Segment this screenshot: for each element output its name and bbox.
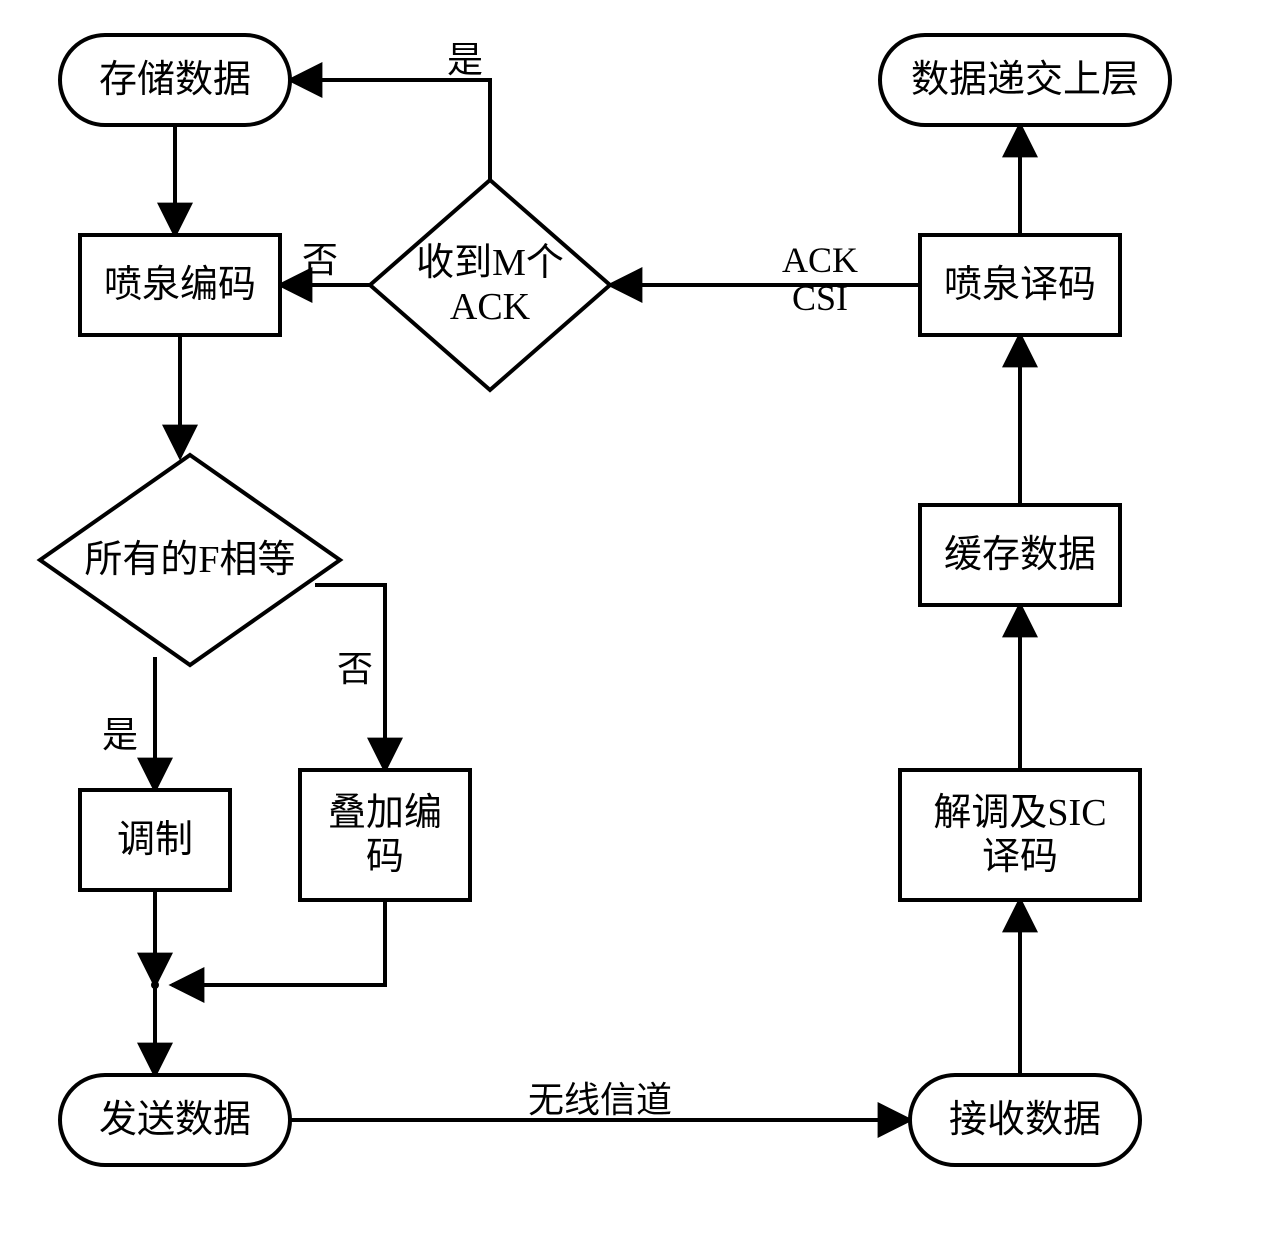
node-modulate: 调制: [80, 790, 230, 890]
edge-label: 是: [447, 40, 483, 80]
node-store_data: 存储数据: [60, 35, 290, 125]
node-label: 码: [366, 836, 404, 878]
node-label: ACK: [450, 286, 531, 328]
edge-label: 否: [337, 649, 373, 689]
edge-label: 无线信道: [528, 1080, 672, 1120]
node-label: 叠加编: [328, 792, 442, 834]
node-overlay_enc: 叠加编码: [300, 770, 470, 900]
node-send_data: 发送数据: [60, 1075, 290, 1165]
node-label: 接收数据: [949, 1099, 1101, 1141]
node-label: 喷泉编码: [104, 264, 256, 306]
edge-label: CSI: [792, 278, 848, 318]
node-label: 解调及SIC: [933, 792, 1106, 834]
node-label: 译码: [982, 836, 1058, 878]
edge-label: ACK: [782, 240, 858, 280]
node-label: 缓存数据: [944, 534, 1096, 576]
node-fountain_dec: 喷泉译码: [920, 235, 1120, 335]
node-label: 收到M个: [416, 242, 564, 284]
node-label: 数据递交上层: [911, 59, 1139, 101]
node-recv_m_ack: 收到M个ACK: [370, 180, 610, 390]
node-all_f_equal: 所有的F相等: [40, 455, 340, 665]
node-label: 存储数据: [99, 59, 251, 101]
edge-label: 否: [302, 240, 338, 280]
node-cache_data: 缓存数据: [920, 505, 1120, 605]
node-label: 所有的F相等: [84, 539, 295, 581]
flowchart-canvas: 是否ACKCSI是否无线信道存储数据数据递交上层喷泉编码收到M个ACK喷泉译码所…: [0, 0, 1261, 1247]
node-label: 喷泉译码: [944, 264, 1096, 306]
merge-point: [151, 981, 159, 989]
edge-recv_m_ack-store_data: [290, 80, 490, 180]
node-demod_sic: 解调及SIC译码: [900, 770, 1140, 900]
node-recv_data: 接收数据: [910, 1075, 1140, 1165]
node-label: 调制: [117, 819, 193, 861]
node-fountain_enc: 喷泉编码: [80, 235, 280, 335]
edge-overlay_enc-join: [172, 900, 385, 985]
node-label: 发送数据: [99, 1099, 251, 1141]
node-deliver_upper: 数据递交上层: [880, 35, 1170, 125]
edge-label: 是: [102, 715, 138, 755]
